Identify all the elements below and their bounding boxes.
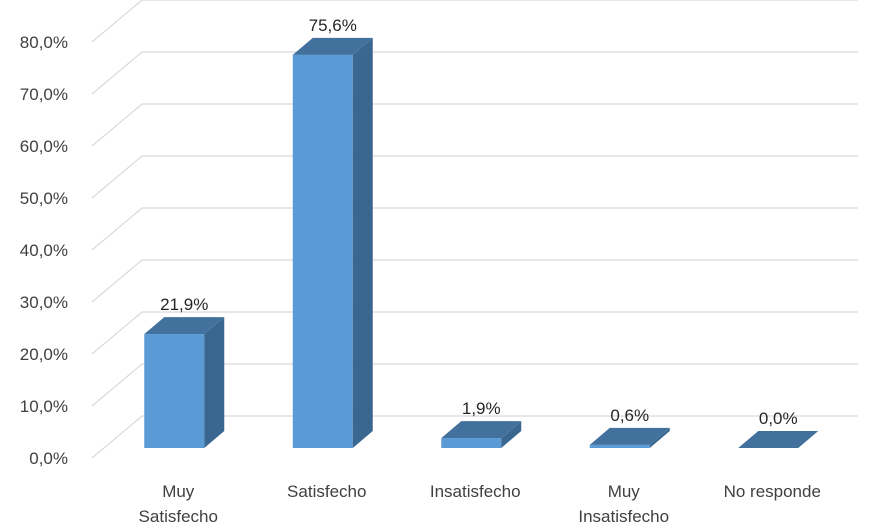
bar-top <box>738 431 819 448</box>
gridlines <box>91 0 858 459</box>
x-category-label: No responde <box>724 482 821 501</box>
bar-side <box>352 37 373 448</box>
y-tick-label: 0,0% <box>29 449 68 468</box>
bar-side <box>204 317 225 448</box>
y-tick-label: 20,0% <box>20 345 68 364</box>
bar-front <box>589 444 650 448</box>
gridline <box>91 311 858 355</box>
bar-side <box>649 427 670 448</box>
gridline <box>91 103 858 147</box>
y-tick-label: 50,0% <box>20 189 68 208</box>
gridline <box>91 259 858 303</box>
data-label: 0,6% <box>610 406 649 425</box>
x-category-label: Insatisfecho <box>430 482 521 501</box>
data-label: 75,6% <box>309 16 357 35</box>
gridline <box>91 0 858 43</box>
data-label: 1,9% <box>462 399 501 418</box>
y-tick-label: 10,0% <box>20 397 68 416</box>
y-tick-label: 40,0% <box>20 241 68 260</box>
gridline <box>91 51 858 95</box>
bar-top <box>589 427 670 445</box>
x-category-label: Muy Insatisfecho <box>578 482 669 526</box>
gridline <box>91 415 858 459</box>
y-tick-label: 60,0% <box>20 137 68 156</box>
y-tick-label: 70,0% <box>20 85 68 104</box>
bar-front <box>144 334 205 448</box>
data-label: 21,9% <box>160 295 208 314</box>
x-category-label-line: No responde <box>724 482 821 501</box>
bars <box>144 37 819 448</box>
bar-top <box>144 317 225 335</box>
x-category-label-line: Satisfecho <box>139 507 218 526</box>
x-category-label-line: Insatisfecho <box>578 507 669 526</box>
x-category-label-line: Muy <box>608 482 641 501</box>
y-tick-label: 80,0% <box>20 33 68 52</box>
x-category-label-line: Insatisfecho <box>430 482 521 501</box>
bar-top <box>292 37 373 55</box>
gridline <box>91 363 858 407</box>
gridline <box>91 207 858 251</box>
gridline <box>91 155 858 199</box>
bar-top <box>441 421 522 439</box>
x-category-label-line: Satisfecho <box>287 482 366 501</box>
y-tick-label: 30,0% <box>20 293 68 312</box>
x-category-label: Muy Satisfecho <box>139 482 218 526</box>
data-label: 0,0% <box>759 409 798 428</box>
x-category-label-line: Muy <box>162 482 195 501</box>
y-axis-tick-labels: 0,0% 10,0% 20,0% 30,0% 40,0% 50,0% 60,0% 70,0% 8… <box>20 33 68 468</box>
bar-front <box>292 54 353 448</box>
x-axis-category-labels: Muy Satisfecho Satisfecho Insatisfecho Muy In… <box>139 482 821 526</box>
x-category-label: Satisfecho <box>287 482 366 501</box>
bar-side <box>501 421 522 448</box>
bar-front <box>441 438 502 448</box>
data-labels: 21,9% 75,6% 1,9% 0,6% 0,0% <box>160 16 797 428</box>
